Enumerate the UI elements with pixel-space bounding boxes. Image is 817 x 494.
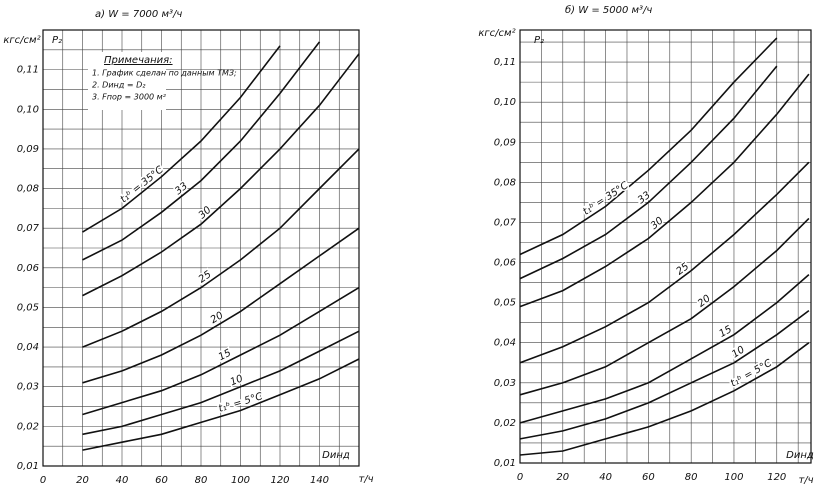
x-unit: т/ч	[358, 474, 373, 485]
x-tick-label: 20	[556, 472, 569, 483]
curve	[82, 45, 281, 233]
curve	[82, 358, 360, 451]
x-tick-label: 0	[40, 475, 46, 486]
curve	[82, 148, 360, 348]
y-tick-label: 0,11	[494, 57, 516, 68]
y-tick-label: 0,07	[17, 223, 40, 234]
x-tick-label: 40	[116, 475, 129, 486]
y-tick-label: 0,03	[494, 378, 516, 389]
y-tick-label: 0,04	[17, 342, 39, 353]
curve	[519, 342, 810, 456]
x-axis-label: Dинд	[322, 450, 350, 461]
y-tick-label: 0,01	[17, 461, 39, 472]
x-tick-label: 120	[767, 472, 786, 483]
curve	[82, 330, 360, 436]
y-axis-label: P₂	[534, 35, 544, 46]
y-tick-label: 0,08	[17, 184, 39, 195]
curve-label: 25	[675, 261, 692, 277]
curve	[519, 37, 778, 256]
y-tick-label: 0,06	[17, 263, 39, 274]
x-tick-label: 60	[642, 472, 655, 483]
curve	[82, 41, 321, 261]
y-unit: кгс/см²	[3, 35, 40, 46]
x-tick-label: 80	[685, 472, 698, 483]
x-tick-label: 120	[270, 475, 289, 486]
curve	[519, 65, 778, 280]
curve-label: 10	[730, 344, 747, 360]
curve-label: 20	[209, 310, 226, 326]
chart-title: а) W = 7000 м³/ч	[95, 9, 182, 20]
notes-box	[88, 52, 166, 110]
y-tick-label: 0,05	[494, 298, 516, 309]
y-tick-label: 0,09	[494, 137, 516, 148]
curve-label: t₁ᵇ = 35°C	[119, 164, 166, 205]
x-tick-label: 40	[599, 472, 612, 483]
plot-frame	[519, 29, 812, 464]
curve-label: 15	[717, 324, 733, 340]
y-tick-label: 0,06	[494, 258, 516, 269]
curve-label: 33	[173, 181, 190, 198]
x-tick-label: 100	[231, 475, 250, 486]
notes-title: Примечания:	[104, 55, 173, 66]
curve	[519, 73, 810, 308]
curve	[519, 309, 810, 440]
curve	[519, 273, 810, 424]
x-tick-label: 100	[724, 472, 743, 483]
x-tick-label: 140	[310, 475, 329, 486]
x-tick-label: 80	[195, 475, 208, 486]
y-tick-label: 0,01	[494, 458, 516, 469]
y-tick-label: 0,10	[494, 97, 516, 108]
y-tick-label: 0,02	[17, 421, 39, 432]
x-axis-label: Dинд	[786, 450, 814, 461]
note-item: 1. График сделан по данным ТМЗ;	[92, 69, 237, 78]
curve	[82, 227, 360, 384]
y-tick-label: 0,09	[17, 144, 39, 155]
curve-label: 30	[197, 205, 214, 222]
y-tick-label: 0,07	[494, 217, 517, 228]
note-item: 2. Dинд = D₂	[92, 81, 146, 90]
y-axis-label: P₂	[52, 35, 62, 46]
plot-frame	[42, 29, 360, 467]
curve-label: 33	[636, 190, 653, 206]
curve-label: 30	[649, 215, 666, 232]
x-tick-label: 60	[155, 475, 168, 486]
x-tick-label: 0	[517, 472, 523, 483]
curve	[82, 286, 360, 416]
chart-title: б) W = 5000 м³/ч	[565, 4, 652, 16]
curve	[519, 161, 810, 364]
curve-label: 20	[696, 293, 713, 309]
x-tick-label: 20	[76, 475, 89, 486]
y-tick-label: 0,08	[494, 177, 516, 188]
y-tick-label: 0,10	[17, 104, 39, 115]
y-tick-label: 0,02	[494, 418, 516, 429]
curve	[82, 53, 360, 297]
note-item: 3. Fпор = 3000 м²	[92, 93, 167, 102]
x-unit: т/ч	[798, 475, 813, 486]
y-tick-label: 0,11	[17, 65, 39, 76]
curve-label: 25	[197, 269, 214, 285]
y-tick-label: 0,04	[494, 338, 516, 349]
curve	[519, 217, 810, 396]
y-unit: кгс/см²	[478, 28, 515, 39]
y-tick-label: 0,03	[17, 382, 39, 393]
y-tick-label: 0,05	[17, 302, 39, 313]
